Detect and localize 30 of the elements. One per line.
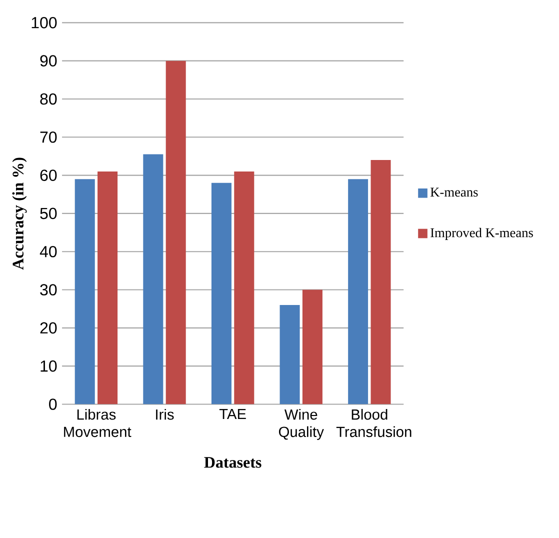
- y-tick-label: 80: [40, 93, 57, 105]
- y-tick-label: 10: [40, 360, 57, 372]
- bar: [98, 172, 118, 404]
- bar: [280, 305, 300, 404]
- bar: [348, 179, 368, 404]
- bar: [166, 60, 186, 404]
- bar: [370, 160, 391, 404]
- y-axis-title: Accuracy (in %): [12, 158, 27, 270]
- x-tick-label: Blood Transfusion: [336, 409, 412, 438]
- bar: [211, 183, 232, 404]
- x-tick-label: Iris: [156, 409, 174, 420]
- y-tick-label: 20: [40, 322, 57, 334]
- legend-label: Improved K-means: [430, 228, 533, 240]
- y-tick-label: 90: [40, 55, 57, 67]
- x-tick-label: TAE: [219, 409, 246, 420]
- y-tick-label: 30: [40, 284, 57, 296]
- bar: [74, 179, 95, 404]
- y-tick-label: 0: [49, 398, 57, 410]
- legend-label: K-means: [430, 188, 478, 197]
- y-tick-label: 40: [40, 246, 57, 258]
- x-tick-label: Libras Movement: [64, 409, 132, 438]
- bar: [234, 172, 254, 404]
- y-tick-label: 60: [40, 170, 57, 182]
- bar: [143, 154, 164, 404]
- x-tick-label: Wine Quality: [278, 409, 324, 440]
- y-tick-label: 70: [40, 132, 57, 143]
- y-tick-label: 50: [40, 208, 57, 220]
- x-axis-title: Datasets: [204, 457, 262, 468]
- y-tick-label: 100: [32, 17, 57, 28]
- bar: [302, 290, 322, 404]
